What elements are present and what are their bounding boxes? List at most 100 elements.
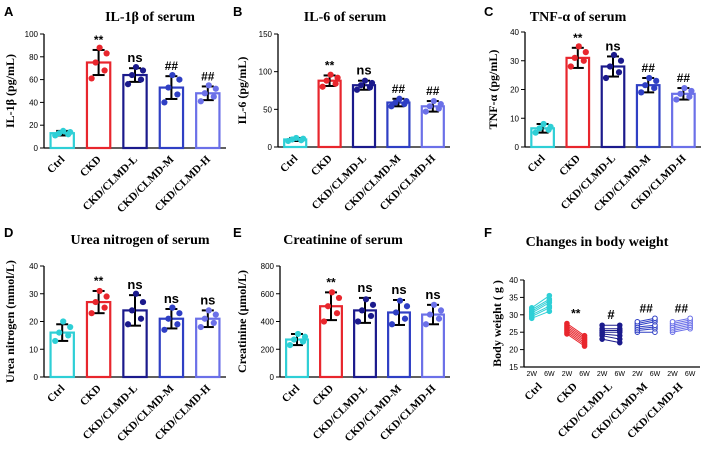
y-tick-label: 25	[509, 328, 518, 337]
chart-title: Creatinine of serum	[283, 233, 403, 248]
chart-panel-e: E Creatinine of serum Creatinine (μmol/L) 0…	[233, 225, 450, 444]
y-tick-label: 400	[261, 318, 275, 327]
data-point-week6	[616, 322, 623, 329]
data-point	[88, 75, 95, 82]
data-point	[320, 318, 328, 325]
data-point	[422, 321, 430, 328]
data-point	[401, 315, 409, 322]
data-point	[388, 321, 396, 328]
data-point	[361, 77, 369, 84]
data-point	[124, 321, 132, 328]
chart-title: Changes in body weight	[526, 235, 669, 250]
data-point	[139, 67, 147, 74]
data-point	[210, 93, 217, 100]
subject-line	[566, 333, 585, 347]
data-point	[161, 99, 168, 106]
data-point	[103, 293, 110, 300]
y-axis-label: Body weight ( g )	[490, 280, 504, 367]
data-point	[435, 315, 443, 322]
data-point	[132, 290, 140, 297]
chart-panel-f: F Changes in body weight Body weight ( g )…	[484, 225, 700, 442]
y-tick-label: 600	[261, 290, 275, 299]
x-category-label: Ctrl	[45, 154, 67, 176]
x-category-label: CKD	[78, 383, 104, 409]
subject-line	[566, 328, 585, 342]
significance-label: ns	[127, 50, 142, 65]
y-tick-label: 20	[510, 86, 519, 95]
data-point	[176, 310, 183, 317]
data-point	[197, 323, 204, 331]
x-category-label: Ctrl	[280, 383, 302, 405]
y-axis-label: IL-6 (pg/mL)	[235, 57, 249, 125]
data-point-week6	[581, 332, 588, 339]
data-point	[362, 296, 370, 303]
bar	[351, 84, 377, 149]
subject-line	[531, 302, 550, 314]
data-point	[101, 67, 108, 74]
data-point	[580, 57, 587, 64]
data-point	[606, 63, 614, 70]
y-axis-label: Urea nitrogen (mmol/L)	[3, 260, 17, 383]
data-point	[60, 318, 67, 325]
chart-panel-c: C TNF-α of serum TNF-α (pg/mL) 0 10 20 30 40 Ctr…	[484, 4, 701, 214]
panel-label: F	[484, 225, 492, 240]
data-point	[210, 319, 217, 326]
data-point-week2	[564, 320, 570, 327]
data-point	[96, 44, 103, 51]
subject-line	[602, 338, 620, 344]
data-point	[137, 76, 145, 83]
data-point	[532, 129, 539, 136]
data-point	[688, 87, 695, 95]
data-point	[681, 84, 688, 92]
data-point	[610, 51, 618, 59]
significance-label: ns	[391, 282, 406, 297]
significance-label: ##	[639, 301, 653, 315]
y-tick-label: 50	[263, 105, 272, 114]
data-point	[358, 307, 366, 314]
data-point	[422, 108, 429, 115]
chart-panel-d: D Urea nitrogen of serum Urea nitrogen (mm…	[3, 225, 226, 444]
subject-line	[637, 321, 656, 326]
data-point	[392, 309, 400, 316]
subject-line	[672, 326, 691, 331]
data-point	[294, 330, 302, 338]
y-tick-label: 0	[515, 143, 520, 152]
data-point	[567, 63, 574, 70]
data-point	[92, 298, 99, 306]
chart-title: Urea nitrogen of serum	[70, 233, 209, 248]
chart-panel-a: A IL-1β of serum IL-1β (pg/mL) 0 20 40 60 80 100…	[3, 4, 226, 215]
y-tick-label: 10	[29, 345, 38, 354]
data-point	[357, 82, 365, 89]
data-point	[197, 98, 204, 105]
data-point-week2	[599, 322, 605, 329]
data-point	[161, 326, 168, 333]
data-point	[333, 310, 341, 317]
x-category-label: CKD	[310, 383, 336, 409]
data-point	[290, 336, 298, 343]
y-tick-label: 40	[29, 98, 38, 107]
data-point	[165, 315, 172, 322]
time-label-6w: 6W	[614, 371, 625, 378]
data-point	[403, 97, 410, 105]
data-point	[536, 125, 543, 132]
data-point	[128, 71, 136, 79]
data-point-week2	[528, 305, 535, 311]
data-point	[615, 69, 623, 76]
panel-label: B	[233, 4, 242, 19]
y-tick-label: 60	[29, 76, 38, 85]
y-tick-label: 20	[29, 318, 38, 327]
data-point	[437, 307, 445, 314]
data-point-week2	[669, 318, 676, 325]
subject-line	[602, 335, 620, 340]
y-tick-label: 0	[270, 373, 275, 382]
data-point	[392, 99, 399, 106]
data-point	[334, 74, 341, 81]
subject-line	[602, 333, 620, 337]
chart-panel-b: B IL-6 of serum IL-6 (pg/mL) 0 50 100 150 Ctrl *…	[233, 4, 450, 214]
subject-line	[531, 305, 550, 316]
data-point	[437, 100, 444, 108]
subject-line	[566, 324, 585, 338]
y-tick-label: 20	[29, 121, 38, 130]
subject-line	[672, 319, 691, 324]
subject-line	[531, 295, 550, 309]
